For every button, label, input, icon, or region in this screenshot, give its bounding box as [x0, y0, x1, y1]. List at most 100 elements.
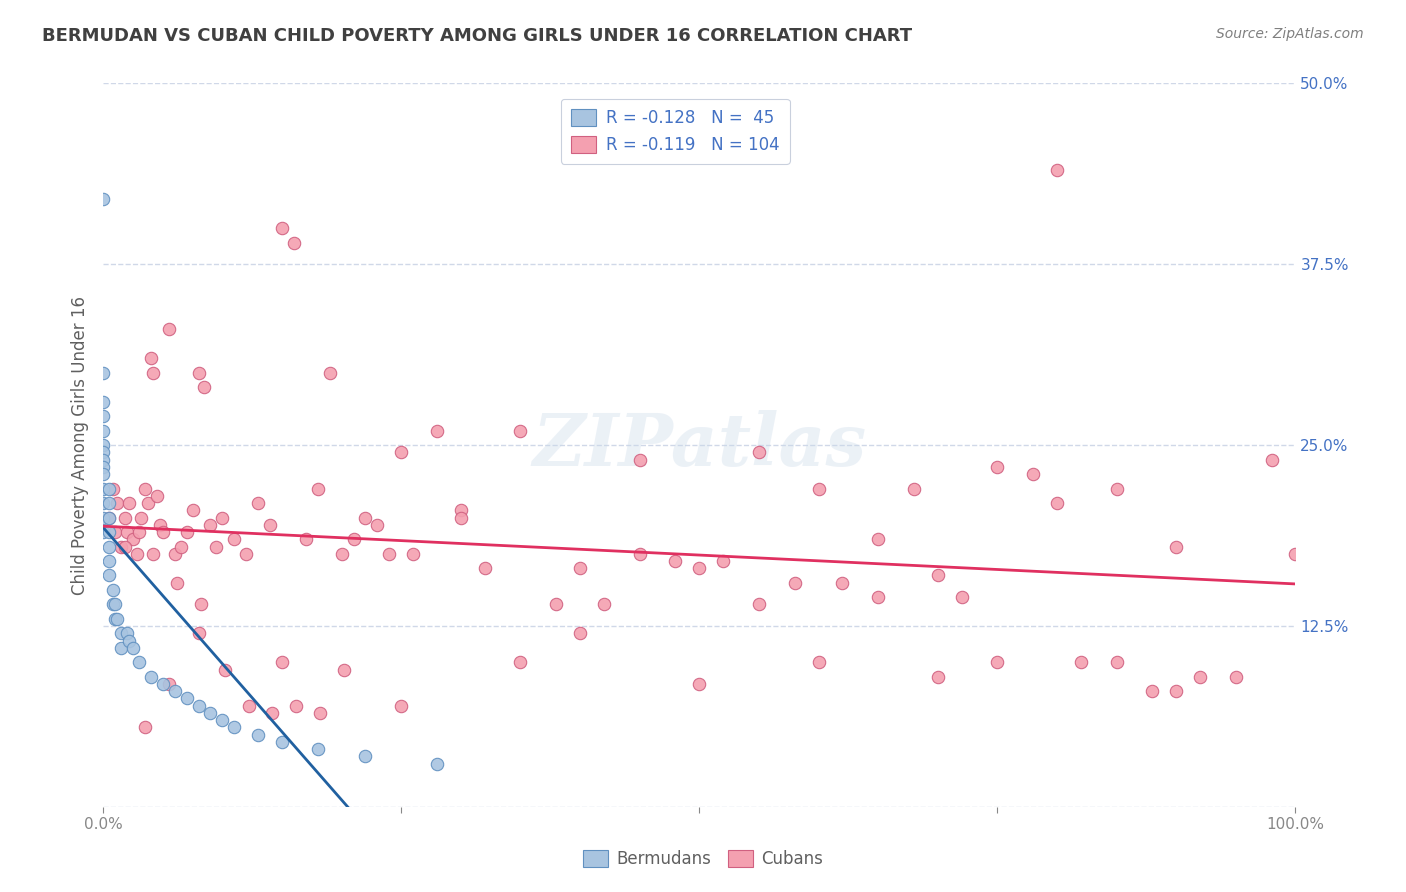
Point [110, 540, 132, 554]
Point [986, 459, 1008, 474]
Point [342, 533, 364, 547]
Point [354, 749, 377, 764]
Point [748, 445, 770, 459]
Legend: Bermudans, Cubans: Bermudans, Cubans [576, 843, 830, 875]
Point [110, 640, 132, 655]
Point [193, 380, 215, 394]
Point [101, 482, 124, 496]
Point [546, 598, 568, 612]
Point [98, 554, 121, 568]
Point [378, 547, 401, 561]
Point [98, 510, 121, 524]
Point [98, 568, 121, 582]
Point [157, 322, 180, 336]
Point [91, 524, 114, 539]
Point [986, 655, 1008, 669]
Text: BERMUDAN VS CUBAN CHILD POVERTY AMONG GIRLS UNDER 16 CORRELATION CHART: BERMUDAN VS CUBAN CHILD POVERTY AMONG GI… [42, 27, 912, 45]
Point [927, 670, 949, 684]
Point [309, 706, 332, 720]
Point [114, 540, 136, 554]
Point [628, 452, 651, 467]
Point [307, 742, 329, 756]
Point [950, 590, 973, 604]
Point [142, 366, 165, 380]
Point [333, 663, 356, 677]
Point [271, 655, 294, 669]
Point [283, 235, 305, 250]
Point [110, 626, 132, 640]
Point [200, 517, 222, 532]
Point [128, 524, 150, 539]
Point [91, 482, 114, 496]
Point [139, 670, 162, 684]
Point [91, 510, 114, 524]
Point [104, 598, 127, 612]
Point [91, 459, 114, 474]
Point [628, 547, 651, 561]
Point [330, 547, 353, 561]
Point [509, 655, 531, 669]
Point [711, 554, 734, 568]
Point [91, 438, 114, 452]
Point [402, 547, 425, 561]
Point [118, 496, 141, 510]
Point [688, 561, 710, 575]
Point [1166, 684, 1188, 698]
Point [238, 698, 260, 713]
Point [211, 510, 233, 524]
Point [115, 524, 138, 539]
Point [152, 524, 174, 539]
Point [688, 677, 710, 691]
Point [205, 540, 228, 554]
Point [224, 720, 246, 734]
Point [807, 655, 830, 669]
Point [187, 626, 209, 640]
Point [91, 452, 114, 467]
Point [176, 524, 198, 539]
Point [142, 547, 165, 561]
Point [115, 626, 138, 640]
Point [98, 510, 121, 524]
Point [139, 351, 162, 366]
Point [748, 598, 770, 612]
Point [474, 561, 496, 575]
Point [868, 590, 890, 604]
Point [247, 496, 270, 510]
Point [259, 517, 281, 532]
Point [187, 366, 209, 380]
Point [1142, 684, 1164, 698]
Point [91, 366, 114, 380]
Point [235, 547, 257, 561]
Point [114, 510, 136, 524]
Point [169, 540, 191, 554]
Point [187, 698, 209, 713]
Point [181, 503, 204, 517]
Point [285, 698, 308, 713]
Point [1070, 655, 1092, 669]
Point [138, 496, 160, 510]
Point [91, 192, 114, 206]
Point [450, 510, 472, 524]
Point [366, 517, 388, 532]
Point [166, 575, 188, 590]
Point [1046, 163, 1069, 178]
Point [134, 482, 156, 496]
Text: Source: ZipAtlas.com: Source: ZipAtlas.com [1216, 27, 1364, 41]
Point [593, 598, 616, 612]
Point [122, 533, 145, 547]
Point [91, 496, 114, 510]
Point [569, 626, 592, 640]
Y-axis label: Child Poverty Among Girls Under 16: Child Poverty Among Girls Under 16 [72, 296, 89, 595]
Point [98, 540, 121, 554]
Point [104, 612, 127, 626]
Point [107, 496, 129, 510]
Point [134, 720, 156, 734]
Point [176, 691, 198, 706]
Point [91, 467, 114, 482]
Point [426, 756, 449, 771]
Point [868, 533, 890, 547]
Point [1046, 496, 1069, 510]
Point [426, 424, 449, 438]
Point [389, 445, 412, 459]
Point [318, 366, 340, 380]
